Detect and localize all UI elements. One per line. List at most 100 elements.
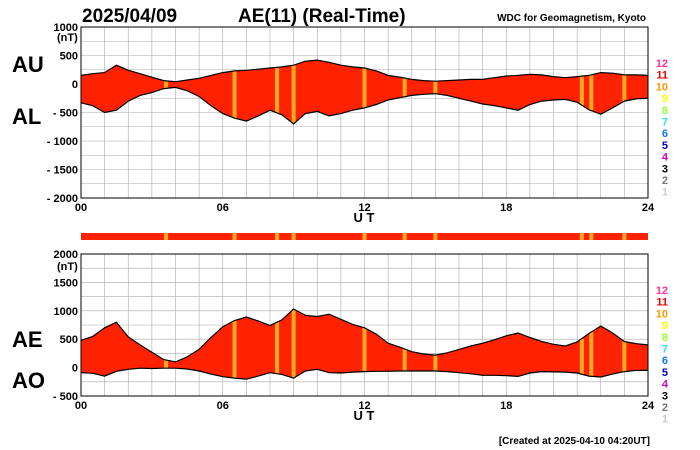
- y-tick-label: 1000: [54, 22, 78, 34]
- status-bar-mark: [589, 233, 594, 240]
- highlight-band: [433, 355, 438, 372]
- status-bar-mark: [291, 233, 296, 240]
- highlight-band: [402, 348, 407, 372]
- station-legend-entry: 12: [656, 58, 668, 70]
- y-tick-label: 500: [60, 51, 78, 63]
- plot-frame: [80, 26, 649, 199]
- series-line-au: [80, 59, 649, 83]
- highlight-band: [622, 341, 627, 372]
- station-legend-entry: 6: [662, 128, 668, 140]
- highlight-band: [275, 322, 280, 374]
- highlight-band: [164, 80, 169, 89]
- station-legend-entry: 9: [662, 93, 668, 105]
- x-tick-label: 12: [358, 202, 370, 214]
- series-line-ae: [80, 308, 649, 363]
- y-tick-label: - 2000: [47, 193, 78, 205]
- status-bar-mark: [433, 233, 438, 240]
- station-legend-entry: 5: [662, 140, 668, 152]
- ao-label: AO: [12, 368, 45, 393]
- source-label: WDC for Geomagnetism, Kyoto: [497, 13, 646, 24]
- station-legend-entry: 6: [662, 355, 668, 367]
- x-tick-label: 00: [75, 202, 87, 214]
- x-tick-label: 00: [75, 400, 87, 412]
- station-legend-entry: 7: [662, 117, 668, 129]
- panel-2-xlabel: U T: [354, 408, 375, 423]
- y-tick-label: - 1500: [47, 165, 78, 177]
- al-label: AL: [12, 104, 41, 129]
- highlight-band: [589, 74, 594, 111]
- x-tick-label: 24: [642, 202, 655, 214]
- y-tick-label: 500: [60, 334, 78, 346]
- highlight-band: [275, 67, 280, 113]
- y-tick-label: 1500: [54, 277, 78, 289]
- au-label: AU: [12, 52, 44, 77]
- highlight-band: [291, 65, 296, 124]
- y-tick-label: - 1000: [47, 136, 78, 148]
- chart-title: AE(11) (Real-Time): [238, 6, 406, 27]
- station-legend-entry: 4: [662, 379, 669, 391]
- station-legend-entry: 9: [662, 320, 668, 332]
- status-bar-mark: [275, 233, 280, 240]
- station-legend-entry: 1: [662, 187, 668, 199]
- highlight-band: [232, 320, 237, 379]
- y-tick-label: - 500: [53, 391, 78, 403]
- series-line-ao: [80, 367, 648, 380]
- plot-frame: [80, 253, 649, 397]
- station-status-bar: [81, 233, 648, 240]
- station-legend-entry: 11: [656, 70, 668, 82]
- status-bar-mark: [232, 233, 237, 240]
- station-legend-entry: 2: [662, 175, 668, 187]
- y-tick-label: 0: [72, 79, 78, 91]
- station-legend-entry: 3: [662, 163, 668, 175]
- status-bar-mark: [362, 233, 367, 240]
- station-legend-entry: 11: [656, 297, 668, 309]
- x-tick-label: 24: [642, 400, 655, 412]
- highlight-band: [579, 76, 584, 106]
- x-tick-label: 06: [217, 202, 229, 214]
- station-legend-entry: 10: [656, 308, 668, 320]
- status-bar-mark: [579, 233, 584, 240]
- station-legend-entry: 5: [662, 367, 668, 379]
- highlight-band: [579, 338, 584, 375]
- highlight-band: [622, 74, 627, 102]
- highlight-band: [232, 70, 237, 119]
- x-tick-label: 18: [500, 400, 512, 412]
- x-tick-label: 12: [358, 400, 370, 412]
- highlight-band: [362, 68, 367, 108]
- status-bar-mark: [622, 233, 627, 240]
- date-title: 2025/04/09: [82, 6, 177, 27]
- highlight-band: [362, 327, 367, 372]
- highlight-band: [589, 332, 594, 377]
- station-legend-entry: 8: [662, 332, 668, 344]
- station-legend-entry: 8: [662, 105, 668, 117]
- status-bar-mark: [164, 233, 169, 240]
- x-tick-label: 06: [217, 400, 229, 412]
- series-line-al: [80, 86, 649, 125]
- y-tick-label: 1000: [54, 306, 78, 318]
- station-legend-entry: 1: [662, 414, 668, 426]
- ae-label: AE: [12, 327, 43, 352]
- highlight-band: [164, 360, 169, 369]
- panel-2-unit: (nT): [57, 261, 78, 273]
- station-legend-entry: 2: [662, 402, 668, 414]
- panel-1-unit: (nT): [57, 32, 78, 44]
- x-tick-label: 18: [500, 202, 512, 214]
- y-tick-label: 2000: [54, 249, 78, 261]
- station-legend-entry: 3: [662, 390, 668, 402]
- y-tick-label: 0: [72, 363, 78, 375]
- station-legend-entry: 4: [662, 152, 669, 164]
- y-tick-label: - 500: [53, 108, 78, 120]
- highlight-band: [433, 81, 438, 94]
- panel-1-xlabel: U T: [354, 210, 375, 225]
- highlight-band: [402, 78, 407, 97]
- created-timestamp: [Created at 2025-04-10 04:20UT]: [499, 436, 650, 447]
- status-bar-mark: [402, 233, 407, 240]
- highlight-band: [291, 309, 296, 379]
- station-legend-entry: 12: [656, 285, 668, 297]
- station-legend-entry: 10: [656, 81, 668, 93]
